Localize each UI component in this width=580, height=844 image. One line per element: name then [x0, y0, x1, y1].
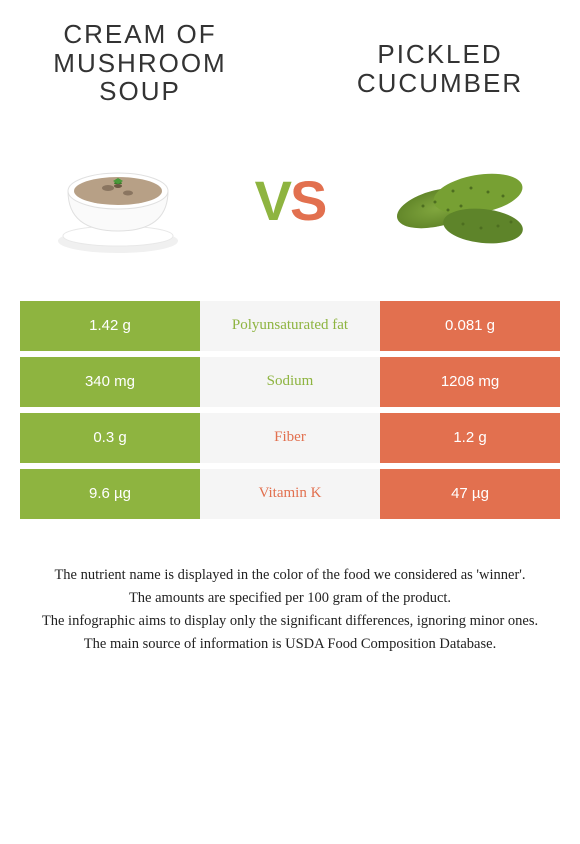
value-left: 340 mg	[20, 357, 200, 407]
table-row: 9.6 µgVitamin K47 µg	[20, 469, 560, 519]
nutrient-label: Sodium	[200, 357, 380, 407]
vs-s: S	[290, 168, 325, 233]
images-row: VS	[0, 116, 580, 301]
comparison-table: 1.42 gPolyunsaturated fat0.081 g 340 mgSo…	[0, 301, 580, 519]
food-title-left: CREAM OF MUSHROOM SOUP	[30, 20, 250, 106]
value-left: 9.6 µg	[20, 469, 200, 519]
table-row: 1.42 gPolyunsaturated fat0.081 g	[20, 301, 560, 351]
food-title-right: PICKLED CUCUMBER	[330, 40, 550, 106]
vs-badge: VS	[255, 168, 326, 233]
value-left: 0.3 g	[20, 413, 200, 463]
vs-v: V	[255, 168, 290, 233]
nutrient-label: Polyunsaturated fat	[200, 301, 380, 351]
footer-line: The nutrient name is displayed in the co…	[25, 565, 555, 586]
value-right: 1208 mg	[380, 357, 560, 407]
pickle-image	[380, 131, 545, 271]
value-right: 1.2 g	[380, 413, 560, 463]
footer-line: The infographic aims to display only the…	[25, 611, 555, 632]
soup-image	[35, 131, 200, 271]
footer-line: The main source of information is USDA F…	[25, 634, 555, 655]
table-row: 0.3 gFiber1.2 g	[20, 413, 560, 463]
value-right: 47 µg	[380, 469, 560, 519]
value-right: 0.081 g	[380, 301, 560, 351]
nutrient-label: Fiber	[200, 413, 380, 463]
footer-notes: The nutrient name is displayed in the co…	[0, 525, 580, 655]
table-row: 340 mgSodium1208 mg	[20, 357, 560, 407]
footer-line: The amounts are specified per 100 gram o…	[25, 588, 555, 609]
header: CREAM OF MUSHROOM SOUP PICKLED CUCUMBER	[0, 0, 580, 116]
nutrient-label: Vitamin K	[200, 469, 380, 519]
value-left: 1.42 g	[20, 301, 200, 351]
